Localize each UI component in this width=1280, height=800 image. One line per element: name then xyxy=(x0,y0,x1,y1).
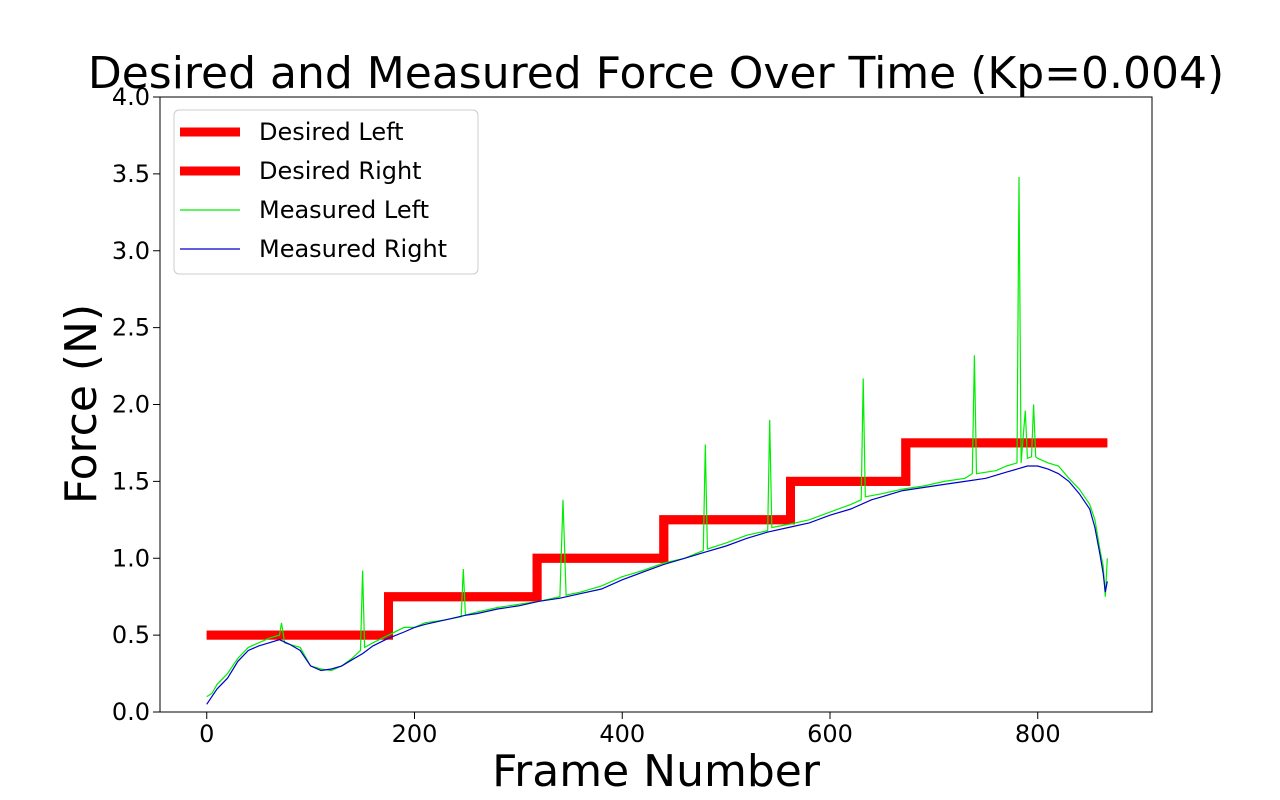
series-line-measured-right xyxy=(206,465,1108,705)
x-axis: 0 200 400 600 800 xyxy=(199,712,1061,748)
x-tick-label: 800 xyxy=(1015,720,1061,748)
series-line-desired-right xyxy=(206,438,1108,640)
x-tick-label: 0 xyxy=(199,720,214,748)
y-axis-label: Force (N) xyxy=(56,304,107,504)
x-tick-label: 600 xyxy=(807,720,853,748)
legend-label: Measured Left xyxy=(259,196,429,224)
x-axis-label: Frame Number xyxy=(492,746,821,797)
y-tick-label: 3.5 xyxy=(112,160,150,188)
legend-label: Desired Left xyxy=(259,118,404,146)
legend-box xyxy=(173,109,479,275)
y-tick-label: 1.5 xyxy=(112,467,150,495)
y-tick-label: 4.0 xyxy=(112,83,150,111)
y-tick-label: 1.0 xyxy=(112,544,150,572)
y-axis: 0.0 0.5 1.0 1.5 2.0 2.5 3.0 3.5 4.0 xyxy=(112,83,160,726)
y-tick-label: 0.0 xyxy=(112,698,150,726)
x-tick-label: 400 xyxy=(599,720,645,748)
legend: Desired Left Desired Right Measured Left Me… xyxy=(173,109,479,275)
chart-title: Desired and Measured Force Over Time (Kp… xyxy=(88,48,1224,99)
legend-label: Measured Right xyxy=(259,235,447,263)
legend-label: Desired Right xyxy=(259,157,422,185)
y-tick-label: 3.0 xyxy=(112,237,150,265)
y-tick-label: 2.5 xyxy=(112,314,150,342)
y-tick-label: 2.0 xyxy=(112,391,150,419)
legend-entries: Desired Left Desired Right Measured Left Me… xyxy=(180,118,447,263)
x-tick-label: 200 xyxy=(392,720,438,748)
series-layer xyxy=(206,176,1108,705)
y-tick-label: 0.5 xyxy=(112,621,150,649)
